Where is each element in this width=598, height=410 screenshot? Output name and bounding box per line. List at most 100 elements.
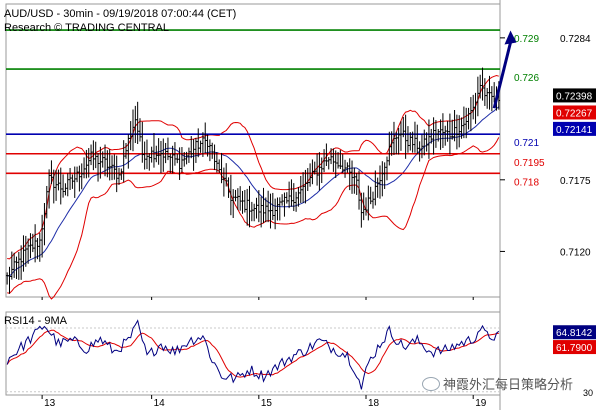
rsi-panel [6,319,500,393]
rsi-box-0 [553,325,596,340]
ohlc-bar [374,170,377,206]
ohlc-bar [388,131,391,166]
ohlc-bar [469,97,473,132]
ohlc-bar [423,129,426,156]
ohlc-bar [301,172,305,203]
price-plot-border [5,3,501,298]
ohlc-bar [66,173,69,197]
price-box-1 [553,105,596,120]
ohlc-bar [187,147,191,163]
ohlc-bar [441,113,445,148]
ohlc-bar [241,190,244,214]
ohlc-bar [222,167,226,197]
ohlc-bar [276,197,279,221]
ohlc-bar [45,185,48,219]
ohlc-bar [155,145,158,163]
ohlc-bar [36,238,39,260]
chart-source: Research © TRADING CENTRAL [4,22,169,34]
ohlc-bar [320,157,323,184]
ohlc-bar [257,190,261,223]
rsi-tick-label-1: 30 [583,388,593,398]
ohlc-bar [430,128,433,144]
ohlc-bar [243,190,247,213]
ohlc-bar [252,203,256,222]
ohlc-bar [80,163,83,190]
ohlc-bar [103,144,107,177]
ohlc-bar [409,132,412,151]
ohlc-bar [231,189,235,218]
ohlc-bar [266,190,270,223]
axes: 0.72840.71750.71200.723980.722670.721417… [41,34,596,409]
ohlc-bar [425,132,428,152]
ohlc-bar [199,140,202,153]
ohlc-bar [378,165,382,199]
ohlc-bar [446,121,449,142]
ohlc-bar [364,197,368,216]
price-box-2 [553,121,596,136]
ohlc-bar [383,162,386,189]
ohlc-bar [211,142,214,159]
ohlc-bar [50,160,53,185]
ohlc-bar [113,154,116,180]
ohlc-bar [478,74,482,99]
ohlc-bar [255,197,258,219]
ohlc-bar [164,142,167,164]
ohlc-bar [96,153,100,182]
ohlc-bar [481,67,484,101]
ohlc-bar [381,161,384,197]
ohlc-bar [397,127,400,155]
ohlc-bar [120,168,123,180]
ohlc-bar [236,188,240,211]
ohlc-bar [24,235,28,267]
price-box-label-1: 0.72267 [556,108,593,119]
ohlc-bar [369,186,372,205]
ohlc-bar [287,181,291,209]
ohlc-bar [201,132,205,157]
ohlc-bar [197,128,200,158]
ohlc-bar [395,131,398,155]
ohlc-bar [451,119,454,140]
ohlc-bar [355,173,358,195]
rsi-ma-line [6,329,499,378]
watermark-text: 神霞外汇每日策略分析 [443,378,574,393]
ohlc-bar [439,119,442,150]
ohlc-bar [124,143,128,159]
ohlc-bar [40,214,44,258]
price-box-label-2: 0.72141 [556,125,593,136]
ohlc-bar [12,252,16,278]
ohlc-bar [26,238,30,264]
ohlc-bar [148,153,151,171]
ohlc-bar [61,174,65,198]
ohlc-bar [78,165,81,192]
ohlc-bar [332,148,335,172]
wechat-icon [422,377,440,391]
ohlc-bar [38,232,41,262]
ohlc-bar [194,138,198,163]
ohlc-bar [362,192,365,221]
ohlc-bar [406,126,410,153]
ohlc-bar [208,139,212,162]
ohlc-bar [101,151,104,168]
ohlc-bar [245,188,249,226]
watermark: 神霞外汇每日策略分析 [422,374,573,393]
ohlc-bar [152,133,156,168]
ohlc-bar [8,266,11,294]
ohlc-bar [183,151,186,167]
level-label-2: 0.721 [514,138,539,149]
ohlc-bar [402,116,405,138]
ohlc-bar [22,235,25,272]
ohlc-bar [10,251,14,280]
ohlc-bar [185,151,188,165]
ohlc-bar [143,141,146,170]
ohlc-bar [59,167,62,205]
ohlc-bar [357,170,361,210]
ohlc-bar [472,94,475,120]
price-box-label-0: 0.72398 [556,91,593,102]
price-tick-label-1: 0.7175 [560,176,591,187]
date-tick-label-0: 13 [44,398,56,409]
ohlc-bar [75,166,79,183]
ohlc-bar [262,187,265,224]
ohlc-bar [141,121,144,163]
ohlc-bar [162,138,165,172]
